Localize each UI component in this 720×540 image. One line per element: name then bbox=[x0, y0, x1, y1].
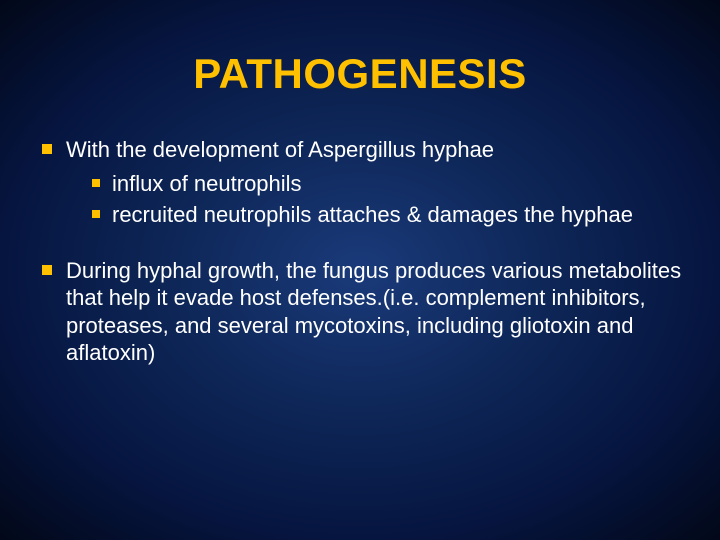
bullet-item: During hyphal growth, the fungus produce… bbox=[30, 257, 690, 367]
sub-bullet-text: influx of neutrophils bbox=[112, 170, 302, 198]
bullet-block-1: With the development of Aspergillus hyph… bbox=[30, 136, 690, 229]
bullet-block-2: During hyphal growth, the fungus produce… bbox=[30, 257, 690, 367]
bullet-text: During hyphal growth, the fungus produce… bbox=[66, 257, 690, 367]
sub-bullet-item: recruited neutrophils attaches & damages… bbox=[30, 201, 690, 229]
bullet-square-icon bbox=[92, 210, 100, 218]
sub-bullet-item: influx of neutrophils bbox=[30, 170, 690, 198]
slide-title: PATHOGENESIS bbox=[30, 50, 690, 98]
bullet-square-icon bbox=[92, 179, 100, 187]
bullet-text: With the development of Aspergillus hyph… bbox=[66, 136, 494, 164]
bullet-item: With the development of Aspergillus hyph… bbox=[30, 136, 690, 164]
bullet-square-icon bbox=[42, 265, 52, 275]
sub-bullet-text: recruited neutrophils attaches & damages… bbox=[112, 201, 633, 229]
bullet-square-icon bbox=[42, 144, 52, 154]
slide: PATHOGENESIS With the development of Asp… bbox=[0, 0, 720, 540]
